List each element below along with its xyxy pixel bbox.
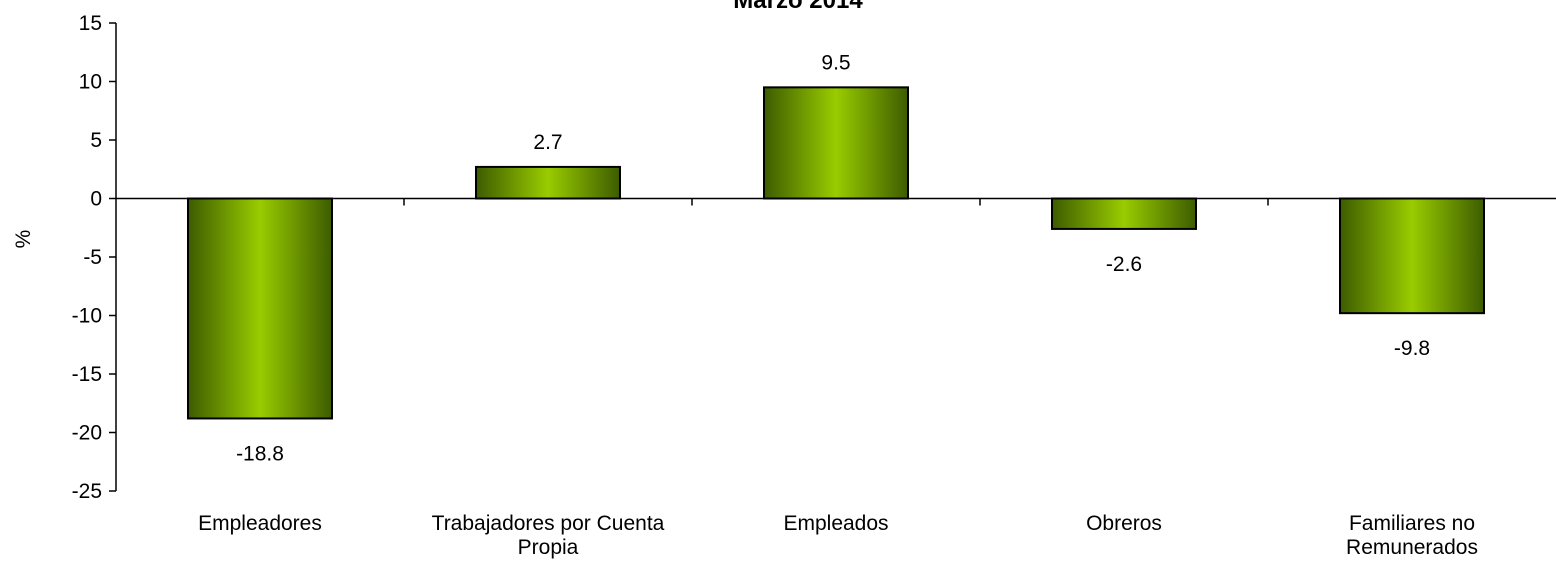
- x-category-label: Empleados: [783, 512, 888, 535]
- y-tick-label: -5: [83, 246, 102, 269]
- y-tick-label: 10: [79, 71, 102, 94]
- data-label: -2.6: [1106, 253, 1142, 276]
- bars: -18.8 2.7 9.5 -2.6 -9.8: [187, 51, 1485, 465]
- y-axis: 15 10 5 0 -5 -10 -15 -20 -25: [72, 12, 117, 503]
- data-label: 2.7: [533, 131, 562, 154]
- x-category-label: Propia: [518, 536, 579, 559]
- bar: [763, 86, 909, 200]
- bar: [187, 197, 333, 420]
- data-label: -9.8: [1394, 337, 1430, 360]
- bar: [1339, 197, 1485, 315]
- x-category-label: Familiares no: [1349, 512, 1475, 535]
- y-axis-label: %: [12, 230, 35, 249]
- y-tick-label: -10: [72, 305, 102, 328]
- x-category-label: Empleadores: [198, 512, 322, 535]
- x-category-label: Trabajadores por Cuenta: [432, 512, 665, 535]
- data-label: -18.8: [236, 442, 284, 465]
- x-category-label: Obreros: [1086, 512, 1162, 535]
- y-tick-label: 0: [90, 188, 102, 211]
- y-tick-label: -25: [72, 480, 102, 503]
- x-axis: Empleadores Trabajadores por CuentaPropia…: [116, 197, 1556, 559]
- bar: [1051, 197, 1197, 230]
- y-tick-label: -20: [72, 422, 102, 445]
- y-tick-label: 5: [90, 129, 102, 152]
- chart-title: Marzo 2014: [733, 0, 863, 14]
- y-tick-label: 15: [79, 12, 102, 35]
- bar: [475, 165, 621, 200]
- data-label: 9.5: [821, 51, 850, 74]
- y-tick-label: -15: [72, 363, 102, 386]
- x-category-label: Remunerados: [1346, 536, 1478, 559]
